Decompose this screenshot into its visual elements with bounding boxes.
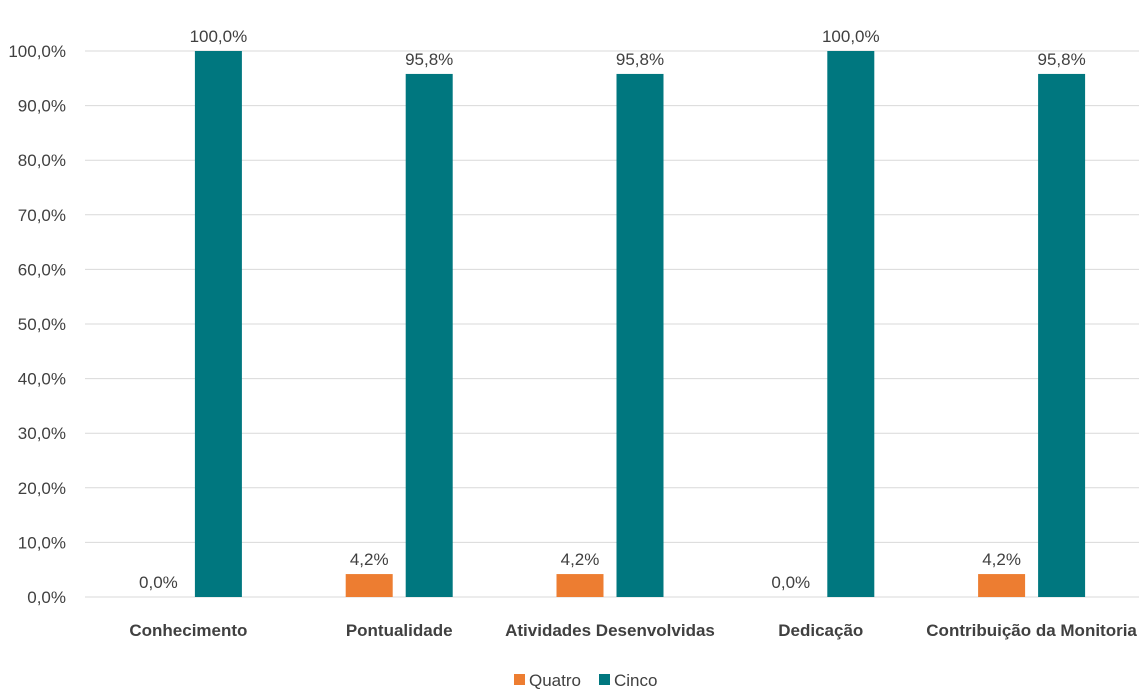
legend-swatch-quatro [514, 674, 525, 685]
bar-cinco [405, 73, 453, 597]
y-tick-label: 60,0% [18, 260, 66, 279]
y-tick-label: 70,0% [18, 206, 66, 225]
bar-cinco [827, 51, 875, 597]
data-label: 0,0% [771, 573, 810, 592]
y-tick-label: 40,0% [18, 370, 66, 389]
data-label: 4,2% [350, 550, 389, 569]
bar-quatro [978, 574, 1026, 597]
y-tick-label: 80,0% [18, 151, 66, 170]
y-tick-label: 90,0% [18, 97, 66, 116]
data-labels: 0,0% 100,0% 4,2% 95,8% 4,2% 95,8% 0,0% 100,0% 4,… [139, 27, 1086, 592]
bar-quatro [556, 574, 604, 597]
data-label: 95,8% [616, 50, 664, 69]
category-labels: Conhecimento Pontualidade Atividades Desen… [129, 621, 1137, 640]
data-label: 95,8% [1037, 50, 1085, 69]
y-tick-label: 10,0% [18, 533, 66, 552]
data-label: 4,2% [982, 550, 1021, 569]
y-axis-tick-labels: 0,0% 10,0% 20,0% 30,0% 40,0% 50,0% 60,0% 70,0% 8… [8, 42, 66, 607]
bar-quatro [345, 574, 393, 597]
data-label: 0,0% [139, 573, 178, 592]
category-label: Atividades Desenvolvidas [505, 621, 715, 640]
y-tick-label: 50,0% [18, 315, 66, 334]
data-label: 100,0% [822, 27, 880, 46]
category-label: Pontualidade [346, 621, 453, 640]
y-tick-label: 0,0% [27, 588, 66, 607]
data-label: 100,0% [190, 27, 248, 46]
gridlines [85, 50, 1139, 598]
data-label: 95,8% [405, 50, 453, 69]
category-label: Contribuição da Monitoria [926, 621, 1137, 640]
data-label: 4,2% [561, 550, 600, 569]
category-label: Dedicação [778, 621, 863, 640]
y-tick-label: 30,0% [18, 424, 66, 443]
bar-cinco [1038, 73, 1086, 597]
legend-label: Cinco [614, 671, 657, 689]
legend: Quatro Cinco [514, 671, 657, 689]
bar-cinco [616, 73, 664, 597]
y-tick-label: 100,0% [8, 42, 66, 61]
bars [194, 51, 1086, 597]
category-label: Conhecimento [129, 621, 247, 640]
legend-swatch-cinco [599, 674, 610, 685]
legend-label: Quatro [529, 671, 581, 689]
y-tick-label: 20,0% [18, 479, 66, 498]
bar-cinco [194, 51, 242, 597]
